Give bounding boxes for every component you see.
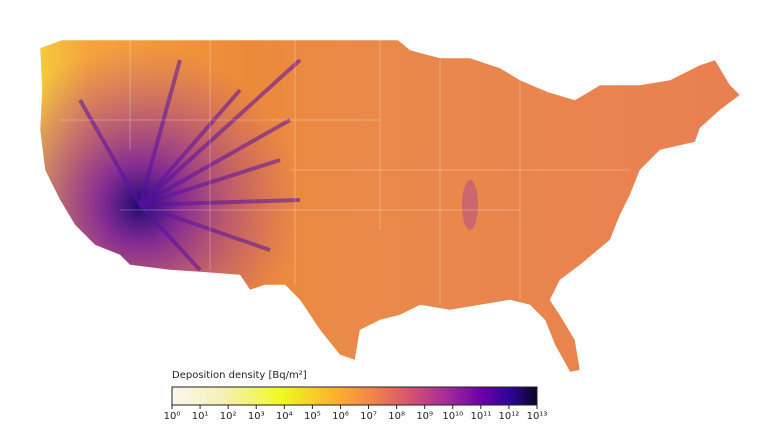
map — [40, 40, 740, 372]
colorbar-tick-label: 10¹⁰ — [442, 411, 463, 422]
colorbar-tick-label: 10¹³ — [527, 411, 548, 422]
colorbar-tick-label: 10⁸ — [388, 411, 405, 422]
colorbar-tick-label: 10¹¹ — [470, 411, 491, 422]
colorbar-tick-label: 10⁹ — [416, 411, 433, 422]
colorbar — [171, 386, 538, 406]
colorbar-tick-label: 10⁶ — [332, 411, 349, 422]
colorbar-tick-label: 10³ — [248, 411, 265, 422]
colorbar-tick-label: 10² — [220, 411, 237, 422]
colorbar-tick-label: 10⁷ — [360, 411, 377, 422]
colorbar-label: Deposition density [Bq/m²] — [172, 370, 307, 381]
colorbar-tick-label: 10⁰ — [164, 411, 181, 422]
colorbar-tick-label: 10¹ — [192, 411, 209, 422]
colorbar-tick-label: 10⁴ — [276, 411, 293, 422]
colorbar-tick-label: 10⁵ — [304, 411, 321, 422]
colorbar-tick-label: 10¹² — [499, 411, 520, 422]
